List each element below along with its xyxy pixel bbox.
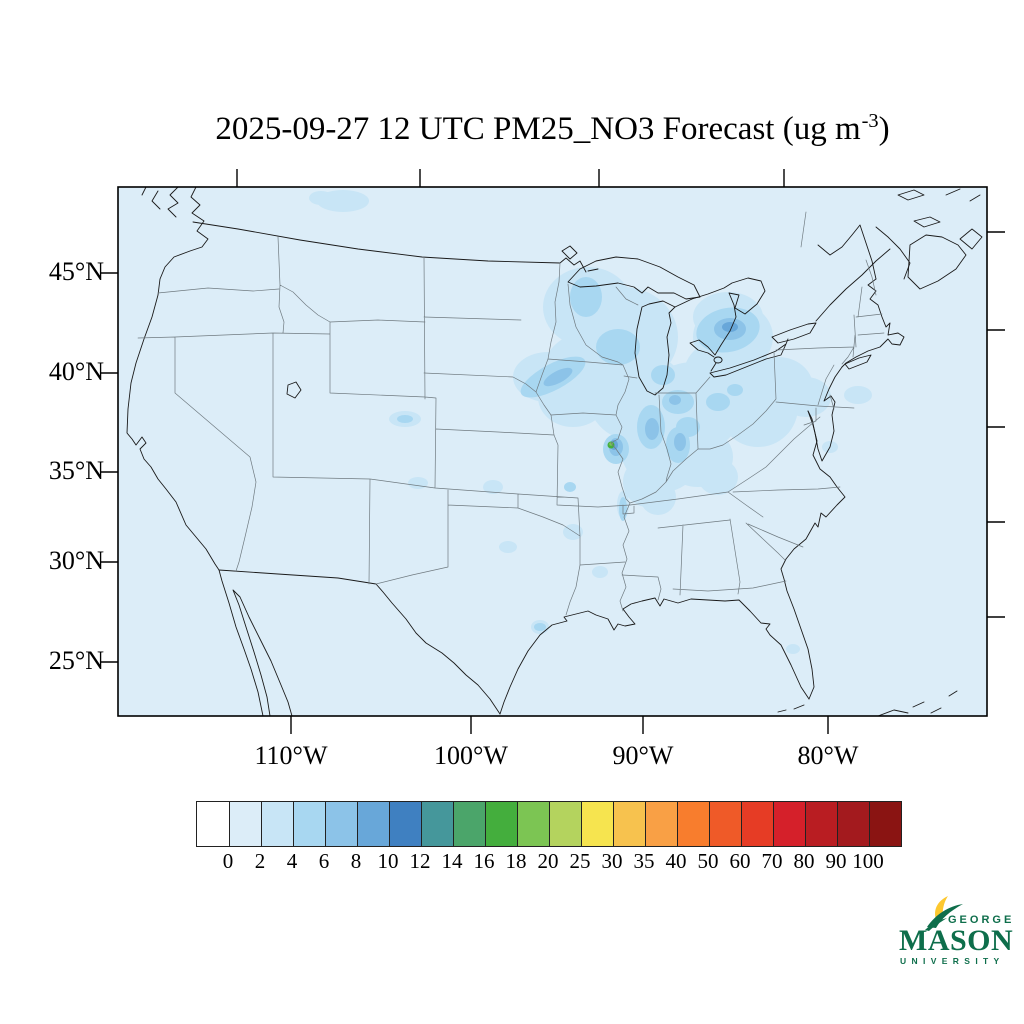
colorbar-label-70: 70 bbox=[761, 849, 783, 873]
colorbar-cell-17 bbox=[741, 802, 773, 846]
colorbar-label-10: 10 bbox=[377, 849, 399, 873]
colorbar-cell-4 bbox=[325, 802, 357, 846]
logo-green-leaf2-icon bbox=[925, 918, 947, 931]
colorbar-label-12: 12 bbox=[409, 849, 431, 873]
colorbar-cell-21 bbox=[869, 802, 901, 846]
colorbar-cell-18 bbox=[773, 802, 805, 846]
figure-title-exponent: -3 bbox=[861, 110, 879, 132]
colorbar-cell-9 bbox=[485, 802, 517, 846]
colorbar-cell-20 bbox=[837, 802, 869, 846]
map-frame bbox=[117, 186, 988, 717]
colorbar-label-0: 0 bbox=[222, 849, 234, 873]
colorbar-cell-19 bbox=[805, 802, 837, 846]
colorbar-label-35: 35 bbox=[633, 849, 655, 873]
logo-green-leaf-icon bbox=[927, 904, 963, 928]
colorbar-cell-3 bbox=[293, 802, 325, 846]
colorbar-cell-13 bbox=[613, 802, 645, 846]
colorbar-label-80: 80 bbox=[793, 849, 815, 873]
george-mason-university-logo: GEORGE MASON U N I V E R S I T Y bbox=[899, 896, 1013, 966]
lon-label-100°W: 100°W bbox=[434, 741, 508, 770]
colorbar-label-60: 60 bbox=[729, 849, 751, 873]
coastlines bbox=[126, 187, 983, 716]
colorbar-cell-7 bbox=[421, 802, 453, 846]
colorbar-label-50: 50 bbox=[697, 849, 719, 873]
lon-label-90°W: 90°W bbox=[612, 741, 674, 770]
figure-title: 2025-09-27 12 UTC PM25_NO3 Forecast (ug … bbox=[118, 110, 987, 148]
forecast-map bbox=[100, 169, 1005, 734]
colorbar-cell-8 bbox=[453, 802, 485, 846]
logo-mason-text: MASON bbox=[899, 924, 1013, 957]
colorbar-cell-10 bbox=[517, 802, 549, 846]
colorbar-label-90: 90 bbox=[825, 849, 847, 873]
colorbar-cell-15 bbox=[677, 802, 709, 846]
axis-ticks bbox=[100, 169, 1005, 734]
colorbar-label-25: 25 bbox=[569, 849, 591, 873]
colorbar-cell-12 bbox=[581, 802, 613, 846]
lat-label-35°N: 35°N bbox=[48, 455, 104, 485]
colorbar-cell-14 bbox=[645, 802, 677, 846]
colorbar-label-2: 2 bbox=[254, 849, 266, 873]
colorbar-label-6: 6 bbox=[318, 849, 330, 873]
lat-label-40°N: 40°N bbox=[48, 356, 104, 386]
colorbar-label-16: 16 bbox=[473, 849, 495, 873]
lon-label-110°W: 110°W bbox=[254, 741, 328, 770]
colorbar-cell-6 bbox=[389, 802, 421, 846]
colorbar-cell-16 bbox=[709, 802, 741, 846]
colorbar-label-14: 14 bbox=[441, 849, 463, 873]
colorbar-cell-0 bbox=[197, 802, 229, 846]
lon-label-80°W: 80°W bbox=[797, 741, 859, 770]
map-background bbox=[118, 187, 987, 716]
colorbar-label-18: 18 bbox=[505, 849, 527, 873]
colorbar-label-100: 100 bbox=[852, 849, 884, 873]
colorbar-label-4: 4 bbox=[286, 849, 298, 873]
logo-george-text: GEORGE bbox=[948, 914, 1013, 926]
lat-label-45°N: 45°N bbox=[48, 256, 104, 286]
lat-label-30°N: 30°N bbox=[48, 545, 104, 575]
state-borders bbox=[137, 211, 885, 616]
colorbar-label-20: 20 bbox=[537, 849, 559, 873]
lat-label-25°N: 25°N bbox=[48, 645, 104, 675]
colorbar-label-40: 40 bbox=[665, 849, 687, 873]
colorbar-cell-2 bbox=[261, 802, 293, 846]
colorbar-cell-1 bbox=[229, 802, 261, 846]
figure-title-text: 2025-09-27 12 UTC PM25_NO3 Forecast (ug … bbox=[215, 111, 861, 147]
colorbar-labels: 0 2 4 6 8 10 12 14 16 18 20 25 30 35 40 50 60 70 80 90 100 bbox=[196, 849, 900, 875]
colorbar-cell-11 bbox=[549, 802, 581, 846]
colorbar-cell-5 bbox=[357, 802, 389, 846]
logo-university-text: U N I V E R S I T Y bbox=[900, 956, 1001, 966]
concentration-field bbox=[309, 190, 872, 654]
colorbar-label-30: 30 bbox=[601, 849, 623, 873]
figure-title-close: ) bbox=[878, 111, 890, 147]
colorbar bbox=[196, 801, 902, 847]
colorbar-label-8: 8 bbox=[350, 849, 362, 873]
